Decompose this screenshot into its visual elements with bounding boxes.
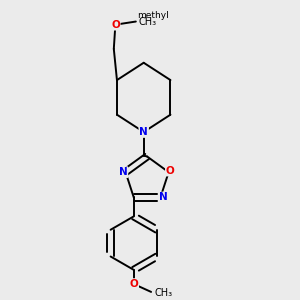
Text: N: N <box>139 127 148 137</box>
Text: CH₃: CH₃ <box>154 289 172 298</box>
Text: O: O <box>111 20 120 30</box>
Text: N: N <box>159 193 167 202</box>
Text: O: O <box>166 166 175 176</box>
Text: O: O <box>129 279 138 289</box>
Text: methyl: methyl <box>137 11 169 20</box>
Text: N: N <box>119 167 128 177</box>
Text: CH₃: CH₃ <box>139 16 157 26</box>
